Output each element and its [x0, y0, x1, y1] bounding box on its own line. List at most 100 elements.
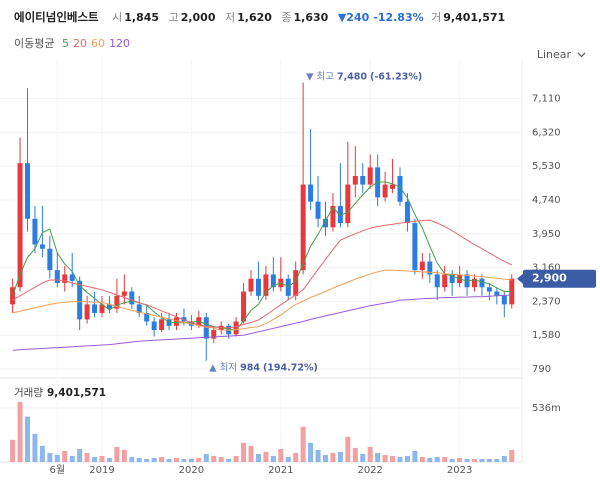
volume-bar	[144, 458, 150, 462]
chevron-icon[interactable]	[577, 52, 586, 58]
field-value: 9,401,571	[443, 11, 506, 24]
field-label: 시	[112, 11, 123, 24]
legend-entry: 60	[90, 37, 105, 50]
candle-body	[121, 291, 127, 296]
annotation-part: 984	[240, 362, 260, 373]
volume-bar	[278, 448, 284, 462]
stock-name: 에이티넘인베스트	[14, 10, 99, 24]
field-value: 1,630	[293, 11, 329, 24]
volume-bar	[166, 458, 172, 462]
candle-body	[479, 278, 485, 288]
volume-bar	[255, 453, 261, 462]
legend-entry: 5	[61, 37, 69, 50]
candle-body	[166, 319, 172, 326]
volume-title: 거래량 9,401,571	[14, 387, 106, 399]
volume-bar	[464, 458, 470, 462]
candle-body	[84, 304, 90, 320]
annotation: ▲ 최저 984 (194.72%)	[209, 362, 318, 373]
volume-bar	[494, 458, 500, 462]
candle-body	[315, 201, 321, 219]
field-label: 저	[224, 11, 236, 24]
candle-body	[54, 270, 60, 283]
header: 에이티넘인베스트 시 1,845 고 2,000 저 1,620 종 1,630 ▼24…	[14, 9, 511, 25]
candle-body	[174, 317, 179, 326]
volume-bar	[174, 457, 179, 462]
volume-bar	[106, 457, 112, 462]
volume-bar	[248, 445, 254, 462]
field-value: 1,845	[124, 11, 160, 24]
annotation-part: ▼ 최고	[306, 71, 334, 82]
candle-body	[114, 295, 120, 309]
candle-body	[367, 167, 373, 185]
candle-body	[449, 274, 455, 283]
candle-body	[136, 304, 142, 313]
volume-bar	[62, 450, 68, 462]
y-tick-label: 1,580	[532, 330, 561, 341]
volume-bar	[77, 448, 83, 462]
volume-bar	[315, 449, 321, 462]
volume-bar	[397, 456, 403, 462]
candle-body	[39, 244, 45, 249]
volume-bar	[472, 458, 477, 462]
candle-body	[62, 274, 68, 283]
y-tick-label: 3,160	[532, 263, 561, 274]
annotation-part: 7,480	[337, 71, 367, 82]
volume-bar	[501, 455, 507, 462]
candle-body	[352, 175, 358, 185]
legend-entry: 120	[108, 37, 130, 50]
volume-bar	[151, 457, 157, 462]
volume-bar	[196, 457, 202, 462]
volume-bar	[188, 458, 194, 462]
y-tick-label: 4,740	[532, 195, 561, 206]
scale-button-label[interactable]: Linear	[536, 48, 571, 61]
ma-line	[12, 181, 512, 331]
field-value: 1,620	[237, 11, 272, 24]
volume-total: 9,401,571	[47, 387, 106, 399]
volume-bar	[412, 450, 418, 462]
x-tick-label: 2022	[357, 465, 382, 476]
volume-bar	[367, 446, 373, 462]
volume-bar	[218, 456, 224, 462]
volume-bar	[92, 456, 98, 462]
ma-line	[12, 219, 513, 329]
candle-body	[308, 184, 314, 202]
ma-legend-title: 이동평균	[14, 37, 55, 50]
volume-bar	[352, 447, 358, 462]
candle-body	[144, 312, 150, 322]
candle-body	[486, 287, 492, 292]
volume-title-bg	[8, 384, 108, 402]
candle-body	[92, 304, 98, 313]
volume-bar	[203, 453, 209, 462]
volume-bar	[84, 452, 90, 462]
volume-bar	[10, 439, 16, 462]
candle-body	[427, 261, 433, 275]
candle-body	[10, 287, 16, 305]
current-price-box	[523, 269, 596, 288]
candle-body	[233, 321, 239, 335]
candle-body	[330, 205, 336, 228]
x-tick-label: 2021	[268, 465, 293, 476]
volume-bar	[330, 452, 336, 462]
volume-bar	[226, 458, 232, 462]
volume-bar	[233, 455, 239, 462]
annotation: ▼ 최고 7,480 (-61.23%)	[306, 71, 422, 82]
candle-body	[77, 280, 83, 320]
y-tick-label: 790	[532, 364, 551, 375]
candle-body	[300, 184, 306, 271]
candle-body	[69, 274, 75, 281]
volume-bar	[285, 456, 291, 462]
candle-body	[390, 184, 396, 189]
y-tick-label: 2,370	[532, 296, 561, 307]
candle-body	[47, 248, 53, 271]
scale-button[interactable]: Linear	[537, 48, 586, 61]
candle-body	[397, 175, 403, 202]
volume-bar	[136, 457, 142, 462]
annotation-part: (194.72%)	[263, 362, 318, 373]
candle-body	[211, 330, 217, 339]
volume-bar	[211, 455, 217, 462]
volume-bar	[25, 416, 30, 462]
candle-body	[151, 321, 157, 331]
legend-entry: 20	[72, 37, 87, 50]
